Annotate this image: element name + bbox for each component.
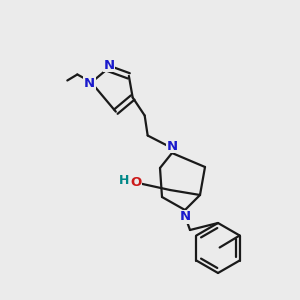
Text: O: O: [130, 176, 142, 188]
Text: N: N: [167, 140, 178, 152]
Text: N: N: [84, 77, 95, 90]
Text: N: N: [179, 211, 191, 224]
Text: N: N: [103, 59, 115, 72]
Text: H: H: [119, 175, 129, 188]
